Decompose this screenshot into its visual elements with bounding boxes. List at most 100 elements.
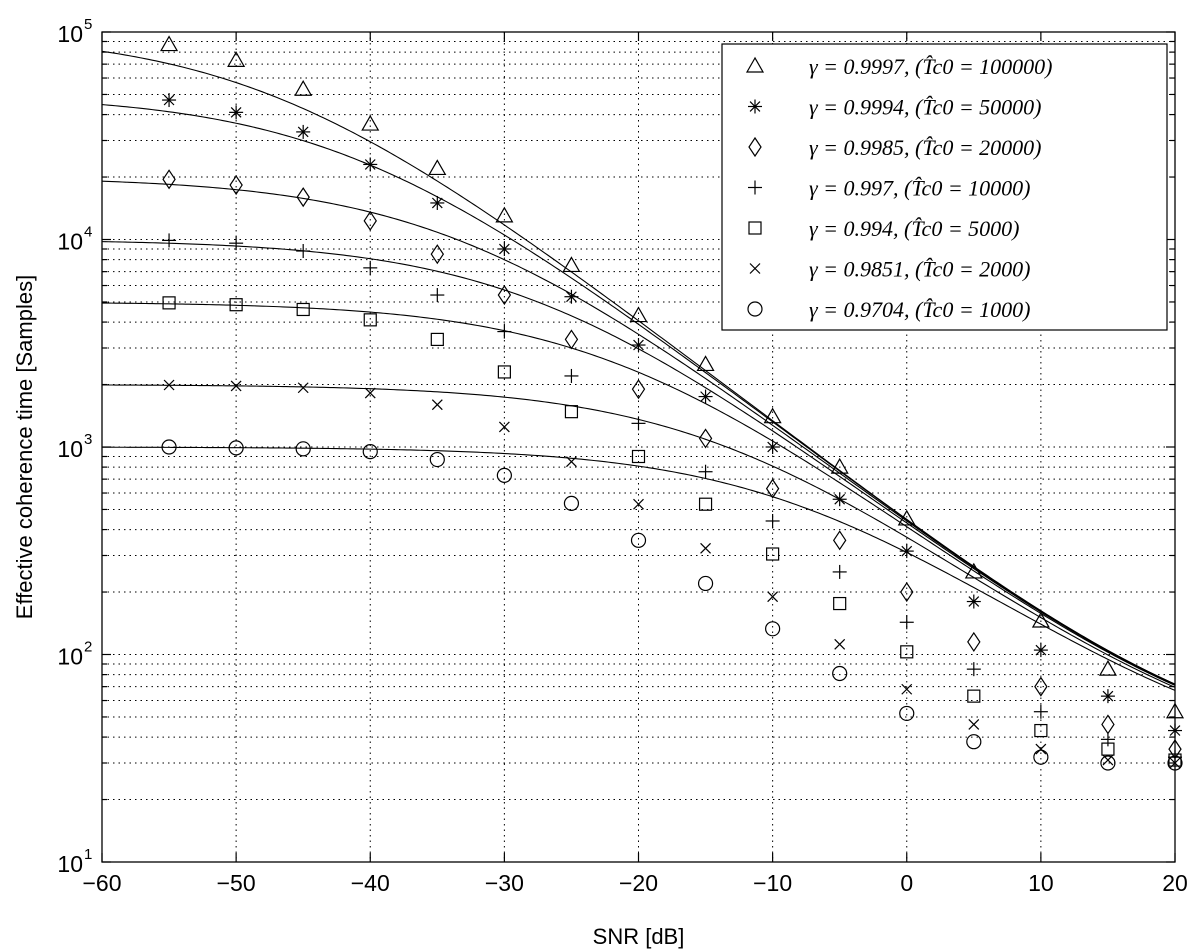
legend-gamma: γ = 0.9994, <box>809 95 915 120</box>
marker-circle <box>362 444 378 460</box>
marker-circle <box>747 301 763 317</box>
legend-label: γ = 0.9851, (T̂c0 = 2000) <box>809 257 1031 282</box>
legend-label: γ = 0.994, (T̂c0 = 5000) <box>809 216 1020 241</box>
marker-stroke <box>834 493 846 505</box>
legend-entry: γ = 0.9985, (T̂c0 = 20000) <box>748 135 1042 160</box>
marker-circle <box>161 439 177 455</box>
marker-triangle <box>160 35 179 52</box>
marker-diamond <box>832 530 847 551</box>
legend-tc: (T̂c0 = 1000) <box>915 297 1030 322</box>
marker-stroke <box>901 683 913 695</box>
marker-triangle <box>763 407 782 424</box>
series-line-3 <box>101 180 1176 685</box>
marker-x <box>968 719 980 730</box>
marker-stroke <box>499 243 510 255</box>
marker-square <box>1034 723 1048 738</box>
marker-stroke <box>297 126 309 138</box>
marker-square <box>497 365 511 379</box>
legend-gamma: γ = 0.9997, <box>809 54 915 79</box>
marker-plus <box>497 324 512 339</box>
legend-entry: γ = 0.9704, (T̂c0 = 1000) <box>747 297 1031 322</box>
x-tick-label: −20 <box>619 870 658 896</box>
legend-label: γ = 0.9704, (T̂c0 = 1000) <box>809 297 1031 322</box>
series-line-7 <box>101 446 1176 691</box>
marker-plus <box>363 260 378 275</box>
marker-circle <box>228 440 244 456</box>
marker-circle <box>966 734 982 750</box>
marker-stroke <box>230 380 242 392</box>
marker-diamond <box>631 379 646 400</box>
marker-stroke <box>700 391 711 402</box>
x-axis-title: SNR [dB] <box>593 924 685 949</box>
marker-x <box>749 263 761 274</box>
marker-stroke <box>749 101 761 112</box>
marker-plus <box>296 244 311 259</box>
legend-entry: γ = 0.997, (T̂c0 = 10000) <box>748 176 1031 201</box>
marker-triangle <box>227 51 246 67</box>
marker-triangle <box>1098 659 1117 676</box>
marker-square <box>748 221 762 235</box>
marker-stroke <box>364 159 376 170</box>
marker-diamond <box>564 329 579 350</box>
y-axis-title: Effective coherence time [Samples] <box>12 275 37 619</box>
marker-plus <box>698 464 713 479</box>
marker-diamond <box>430 244 445 265</box>
x-tick-label: −30 <box>485 870 524 896</box>
y-tick-label: 10 3 <box>57 431 92 462</box>
marker-x <box>1035 743 1047 755</box>
marker-square <box>900 645 914 659</box>
marker-asterisk <box>698 389 713 404</box>
marker-triangle <box>428 159 447 176</box>
marker-plus <box>966 662 981 677</box>
marker-plus <box>430 288 445 303</box>
marker-asterisk <box>229 105 244 120</box>
marker-circle <box>832 665 848 682</box>
marker-stroke <box>1102 690 1114 702</box>
marker-stroke <box>230 106 242 118</box>
marker-square <box>363 313 377 327</box>
marker-plus <box>899 615 914 630</box>
marker-circle <box>496 467 512 483</box>
legend-tc: (T̂c0 = 20000) <box>915 135 1041 160</box>
x-tick-label: 10 <box>1028 870 1054 896</box>
x-tick-label: −10 <box>753 870 792 896</box>
marker-diamond <box>900 581 914 603</box>
x-tick-label: −60 <box>82 870 121 896</box>
marker-x <box>230 380 242 392</box>
legend-entry: γ = 0.9997, (T̂c0 = 100000) <box>745 54 1053 79</box>
marker-diamond <box>698 428 713 449</box>
y-tick-label-base: 10 <box>57 851 83 877</box>
series-markers <box>160 35 1185 771</box>
legend-label: γ = 0.9997, (T̂c0 = 100000) <box>809 54 1053 79</box>
marker-stroke <box>431 197 443 209</box>
y-tick-label: 10 4 <box>57 224 92 255</box>
marker-stroke <box>163 379 175 391</box>
marker-stroke <box>1035 644 1047 656</box>
marker-square <box>766 547 780 561</box>
marker-square <box>698 497 713 511</box>
marker-diamond <box>1034 676 1048 697</box>
y-tick-label-base: 10 <box>57 229 83 255</box>
marker-stroke <box>767 591 779 603</box>
marker-circle <box>765 621 781 637</box>
marker-asterisk <box>296 124 311 139</box>
marker-stroke <box>566 291 577 303</box>
marker-plus <box>832 564 847 579</box>
marker-stroke <box>431 399 443 411</box>
marker-x <box>498 421 510 433</box>
series-line-5 <box>101 302 1176 686</box>
marker-circle <box>295 441 311 457</box>
marker-asterisk <box>748 99 762 114</box>
marker-square <box>631 449 646 464</box>
marker-x <box>901 683 913 695</box>
y-tick-label: 10 2 <box>57 639 92 670</box>
marker-square <box>296 302 310 317</box>
marker-plus <box>229 236 244 251</box>
legend-gamma: γ = 0.9985, <box>809 135 915 160</box>
legend-tc: (T̂c0 = 2000) <box>915 257 1030 282</box>
y-tick-label-base: 10 <box>57 21 83 47</box>
marker-triangle <box>294 80 313 96</box>
marker-x <box>297 382 309 394</box>
y-tick-label: 10 5 <box>57 16 92 47</box>
legend-entry: γ = 0.994, (T̂c0 = 5000) <box>748 216 1020 241</box>
